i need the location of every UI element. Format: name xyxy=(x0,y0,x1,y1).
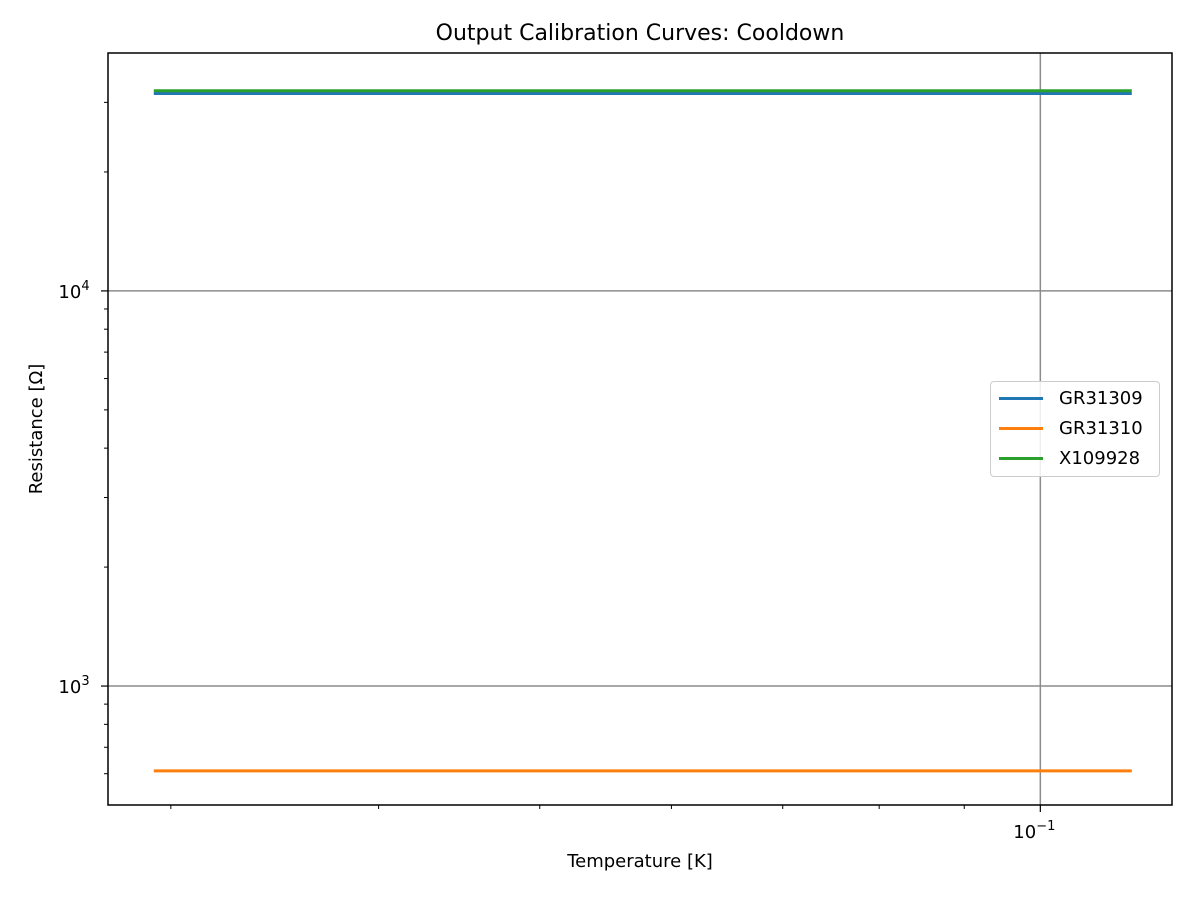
legend-swatch-gr31310 xyxy=(999,426,1043,430)
y-tick-label: 104 xyxy=(58,279,89,303)
legend: GR31309 GR31310 X109928 xyxy=(990,381,1160,477)
legend-label-x109928: X109928 xyxy=(1059,447,1141,469)
x-tick-label-exponent: −1 xyxy=(1036,819,1055,834)
y-tick-label: 103 xyxy=(58,674,89,698)
plot-frame xyxy=(107,52,1173,806)
legend-item-gr31309: GR31309 xyxy=(999,386,1143,410)
series-lines xyxy=(153,89,1132,773)
y-axis-label: Resistance [Ω] xyxy=(26,364,47,495)
legend-swatch-gr31309 xyxy=(999,396,1043,400)
legend-swatch-x109928 xyxy=(999,456,1043,460)
x-axis-label: Temperature [K] xyxy=(566,851,713,872)
legend-item-x109928: X109928 xyxy=(999,446,1140,470)
chart-title: Output Calibration Curves: Cooldown xyxy=(436,21,845,46)
legend-label-gr31309: GR31309 xyxy=(1059,387,1143,409)
y-tick-label-exponent: 3 xyxy=(81,674,89,689)
x-tick-label: 10−1 xyxy=(1013,819,1055,843)
legend-item-gr31310: GR31310 xyxy=(999,416,1143,440)
legend-label-gr31310: GR31310 xyxy=(1059,417,1143,439)
y-tick-label-exponent: 4 xyxy=(81,279,89,294)
ticks: 10−1 103 104 xyxy=(58,101,1055,843)
